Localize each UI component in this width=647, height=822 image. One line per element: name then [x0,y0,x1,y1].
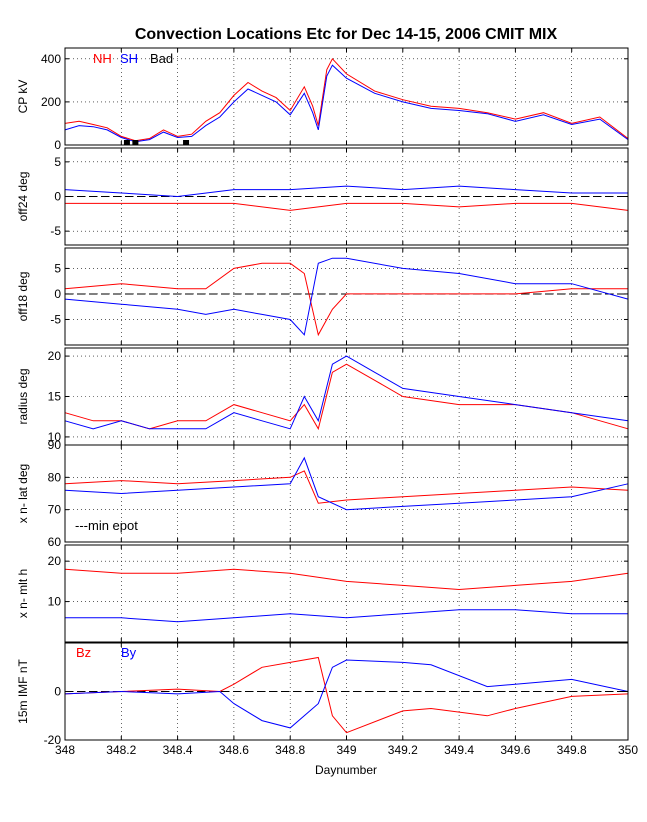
y-tick-label: 90 [48,438,62,452]
x-tick-label: 349 [336,743,356,757]
y-tick-label: 0 [54,287,61,301]
series-line-nh [65,202,629,211]
x-tick-label: 348.8 [275,743,305,757]
bad-marker [132,140,139,145]
y-tick-label: 15 [48,390,62,404]
series-line-sh [64,64,629,143]
series-line-nh [64,262,628,337]
y-tick-label: 0 [54,685,61,699]
legend-entry: SH [120,51,138,66]
series-line-sh [64,456,629,511]
y-axis-label: 15m IMF nT [16,658,30,723]
x-tick-label: 349.8 [557,743,587,757]
x-tick-label: 349.2 [388,743,418,757]
annotation: ---min epot [75,518,138,533]
series-line-sh [65,609,628,623]
y-tick-label: -5 [50,224,61,238]
series-line-sh [64,185,628,198]
x-tick-label: 350 [618,743,638,757]
y-tick-label: 10 [48,595,62,609]
y-axis-label: CP kV [16,80,30,114]
y-tick-label: 200 [41,95,61,109]
y-axis-label: off24 deg [16,172,30,222]
y-tick-label: 20 [48,554,62,568]
y-tick-label: -20 [44,733,62,747]
y-axis-label: radius deg [16,368,30,424]
y-tick-label: 80 [48,470,62,484]
x-tick-label: 348.2 [106,743,136,757]
y-tick-label: 400 [41,52,61,66]
series-line-nh [64,57,629,142]
bad-marker [123,140,130,145]
x-tick-label: 348 [55,743,75,757]
y-axis-label: x n- mlt h [16,569,30,618]
y-tick-label: 5 [54,261,61,275]
y-axis-label: off18 deg [16,272,30,322]
y-tick-label: 10 [48,430,62,444]
y-tick-label: 5 [54,155,61,169]
chart-title: Convection Locations Etc for Dec 14-15, … [135,26,558,43]
x-tick-label: 348.6 [219,743,249,757]
y-axis-label: x n- lat deg [16,464,30,523]
x-tick-label: 349.6 [500,743,530,757]
x-axis-label: Daynumber [315,763,377,777]
y-tick-label: 0 [54,190,61,204]
legend-entry: Bad [150,51,173,66]
y-tick-label: -5 [50,312,61,326]
x-tick-label: 349.4 [444,743,474,757]
y-tick-label: 60 [48,535,62,549]
legend-entry: Bz [76,645,91,660]
legend-entry: By [121,645,137,660]
series-line-sh [64,355,629,430]
bad-marker [183,140,190,145]
series-line-nh [64,470,629,504]
x-tick-label: 348.4 [163,743,193,757]
series-line-by [64,659,629,729]
series-line-sh [64,257,629,336]
legend-entry: NH [93,51,112,66]
y-tick-label: 20 [48,349,62,363]
series-line-nh [64,568,629,591]
y-tick-label: 0 [54,138,61,152]
y-tick-label: 70 [48,503,62,517]
